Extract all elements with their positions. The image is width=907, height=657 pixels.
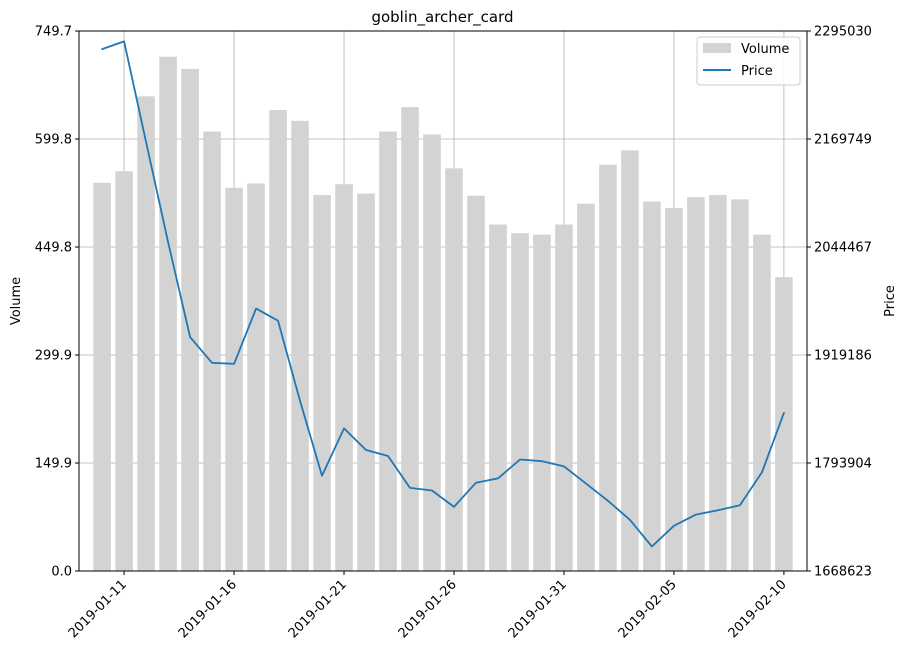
y-tick-label-left: 599.8: [35, 133, 72, 148]
y-tick-label-right: 1919186: [814, 349, 872, 364]
volume-bar: [137, 96, 155, 571]
volume-bar: [753, 234, 771, 572]
volume-bar: [203, 131, 221, 571]
volume-bar: [313, 195, 331, 572]
right-y-axis: 1668623 1793904 1919186 2044467 2169749 22950…: [807, 25, 872, 580]
volume-bar: [621, 150, 639, 571]
plot-frame: [78, 30, 808, 572]
y-tick-label-right: 2044467: [814, 241, 872, 256]
legend-price-label: Price: [741, 64, 773, 79]
y-tick-label-right: 1668623: [814, 565, 872, 580]
volume-bar: [511, 233, 529, 571]
volume-bar: [115, 171, 133, 571]
y-tick-label-right: 1793904: [814, 457, 872, 472]
y-tick-label-right: 2295030: [814, 25, 872, 40]
volume-bar: [379, 131, 397, 571]
y-axis-left-title: Volume: [9, 277, 24, 325]
volume-bar: [643, 201, 661, 572]
volume-bar: [687, 197, 705, 571]
y-tick-label-left: 0.0: [51, 565, 72, 580]
left-y-axis: 0.0 149.9 299.9 449.8 599.8 749.7: [35, 25, 79, 580]
volume-bar: [335, 184, 353, 572]
volume-bar: [423, 134, 441, 571]
volume-bar: [93, 182, 111, 571]
price-line-group: [101, 40, 785, 548]
y-tick-label-left: 149.9: [35, 457, 72, 472]
volume-bars: [93, 56, 793, 572]
volume-bar: [577, 203, 595, 571]
volume-bar: [709, 195, 727, 572]
y-tick-label-left: 749.7: [35, 25, 72, 40]
volume-bar: [731, 199, 749, 571]
volume-bar: [401, 107, 419, 571]
volume-bar: [467, 195, 485, 571]
y-tick-label-left: 299.9: [35, 349, 72, 364]
volume-bar: [555, 224, 573, 571]
volume-bar: [247, 183, 265, 572]
legend-volume-label: Volume: [741, 42, 789, 57]
volume-bar: [357, 193, 375, 571]
volume-bar: [665, 207, 683, 571]
volume-bar: [291, 120, 309, 571]
volume-bar: [775, 277, 793, 571]
y-tick-label-left: 449.8: [35, 241, 72, 256]
volume-bar: [159, 56, 177, 571]
volume-bar: [599, 164, 617, 571]
y-tick-label-right: 2169749: [814, 133, 872, 148]
chart-title: goblin_archer_card: [371, 8, 513, 27]
price-line: [101, 40, 785, 548]
volume-bar: [269, 110, 287, 571]
volume-bar: [533, 234, 551, 572]
volume-bar: [445, 168, 463, 571]
legend-volume-swatch: [703, 43, 731, 53]
volume-bar: [181, 68, 199, 572]
legend: Volume Price: [696, 36, 801, 86]
volume-bar: [225, 187, 243, 572]
volume-bar: [489, 224, 507, 571]
y-axis-right-title: Price: [883, 285, 898, 317]
